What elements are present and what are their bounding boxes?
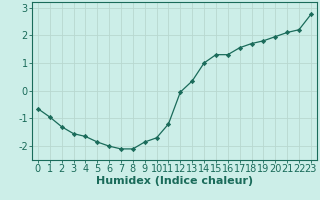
X-axis label: Humidex (Indice chaleur): Humidex (Indice chaleur) xyxy=(96,176,253,186)
